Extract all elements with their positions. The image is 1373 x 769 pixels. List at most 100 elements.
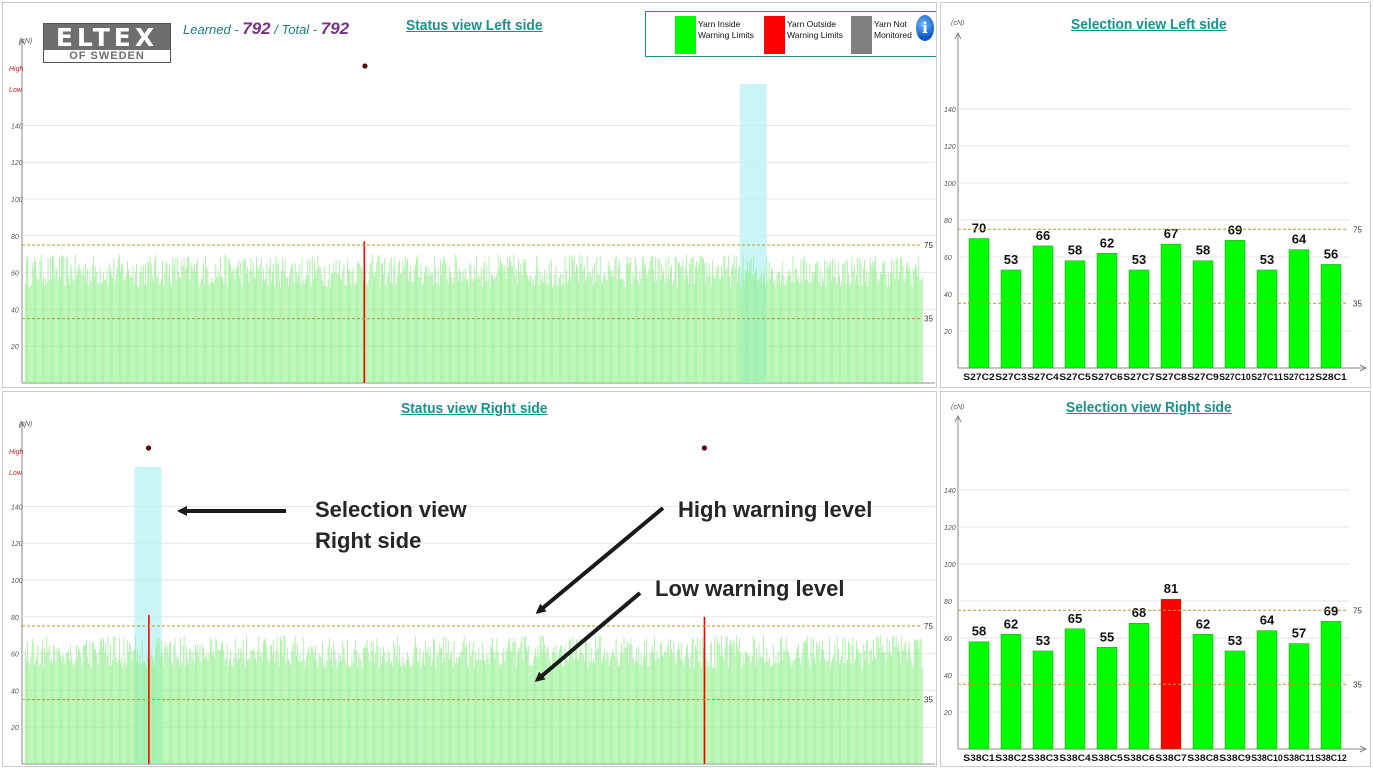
spindle-bar: [159, 655, 161, 764]
spindle-bar: [205, 256, 206, 383]
spindle-bar: [393, 264, 395, 383]
spindle-bar: [60, 655, 61, 764]
spindle-bar: [407, 652, 408, 764]
spindle-bar: [460, 272, 462, 383]
y-tick-label: 20: [10, 725, 19, 732]
spindle-bar: [873, 267, 874, 383]
spindle-bar: [861, 285, 863, 383]
spindle-bar: [128, 269, 129, 383]
spindle-bar: [280, 636, 281, 764]
spindle-bar: [113, 257, 115, 383]
spindle-bar: [639, 664, 641, 764]
spindle-bar: [426, 652, 428, 764]
spindle-bar: [506, 647, 508, 764]
spindle-bar: [72, 663, 74, 764]
spindle-bar: [765, 285, 767, 383]
spindle-bar: [715, 276, 717, 383]
spindle-bar: [517, 284, 518, 383]
spindle-bar: [667, 640, 669, 764]
spindle-bar: [441, 276, 442, 383]
spindle-bar: [583, 265, 585, 383]
spindle-bar: [735, 256, 737, 383]
spindle-bar: [901, 636, 903, 764]
spindle-bar: [248, 658, 250, 764]
spindle-bar: [622, 278, 624, 383]
spindle-bar: [102, 646, 103, 764]
spindle-bar: [611, 654, 612, 764]
spindle-bar: [832, 258, 833, 383]
spindle-bar: [395, 655, 397, 764]
spindle-bar: [814, 271, 815, 383]
spindle-bar: [756, 647, 758, 764]
spindle-bar: [475, 651, 476, 764]
spindle-bar: [608, 665, 610, 764]
info-icon[interactable]: i: [916, 15, 934, 41]
spindle-bar: [532, 278, 534, 383]
spindle-bar: [907, 661, 908, 764]
spindle-bar: [828, 637, 830, 764]
spindle-bar: [299, 264, 301, 383]
spindle-bar: [468, 286, 470, 383]
legend-outside-swatch: [764, 16, 785, 54]
spindle-bar: [520, 642, 522, 764]
spindle-bar: [196, 263, 197, 383]
spindle-bar: [781, 636, 782, 764]
spindle-bar: [564, 257, 566, 383]
spindle-bar: [434, 640, 436, 764]
spindle-bar: [680, 658, 682, 764]
spindle-bar: [182, 266, 184, 383]
spindle-bar: [466, 643, 467, 764]
spindle-bar: [813, 638, 814, 764]
spindle-bar: [514, 641, 516, 764]
spindle-bar: [864, 259, 865, 383]
spindle-bar: [703, 647, 704, 764]
spindle-bar: [290, 269, 292, 383]
spindle-bar: [671, 649, 672, 764]
spindle-bar: [648, 666, 650, 764]
spindle-bar: [209, 637, 211, 764]
spindle-bar: [453, 641, 455, 764]
spindle-bar: [96, 652, 98, 764]
spindle-bar: [47, 650, 49, 764]
spindle-bar: [566, 659, 568, 764]
spindle-bar: [294, 635, 296, 764]
spindle-bar: [314, 260, 315, 383]
y-tick-label: 40: [11, 307, 19, 314]
spindle-bar: [703, 258, 704, 383]
legend-outside-text: Yarn Outside Warning Limits: [787, 19, 843, 40]
spindle-bar: [293, 282, 295, 383]
spindle-bar: [237, 661, 238, 764]
spindle-bar: [623, 280, 625, 383]
spindle-bar: [695, 265, 696, 383]
spindle-bar: [323, 667, 324, 764]
spindle-bar: [218, 651, 220, 764]
spindle-bar: [48, 280, 50, 383]
spindle-bar: [655, 256, 657, 383]
selection-view-left-chart[interactable]: (cN)2040608010012014070S27C253S27C366S27…: [941, 3, 1371, 388]
spindle-bar: [340, 278, 341, 383]
selection-view-right-chart[interactable]: (cN)2040608010012014058S38C162S38C253S38…: [941, 392, 1371, 767]
spindle-bar: [852, 637, 854, 764]
spindle-bar: [306, 656, 307, 764]
spindle-bar: [291, 650, 293, 764]
spindle-bar: [827, 659, 829, 764]
spindle-bar: [665, 259, 667, 383]
spindle-bar: [176, 659, 178, 764]
spindle-bar: [615, 255, 617, 383]
spindle-bar: [775, 287, 777, 383]
y-tick-label: 80: [944, 218, 952, 225]
spindle-bar: [326, 287, 328, 383]
spindle-bar: [307, 652, 309, 764]
spindle-bar: [114, 636, 116, 764]
spindle-bar: [382, 263, 383, 383]
spindle-bar: [437, 652, 439, 764]
spindle-bar: [624, 647, 626, 764]
spindle-bar: [410, 265, 412, 383]
spindle-bar: [707, 660, 709, 764]
spindle-bar: [227, 666, 229, 764]
spindle-bar: [281, 270, 282, 383]
spindle-bar: [874, 655, 875, 764]
spindle-bar: [885, 274, 887, 383]
